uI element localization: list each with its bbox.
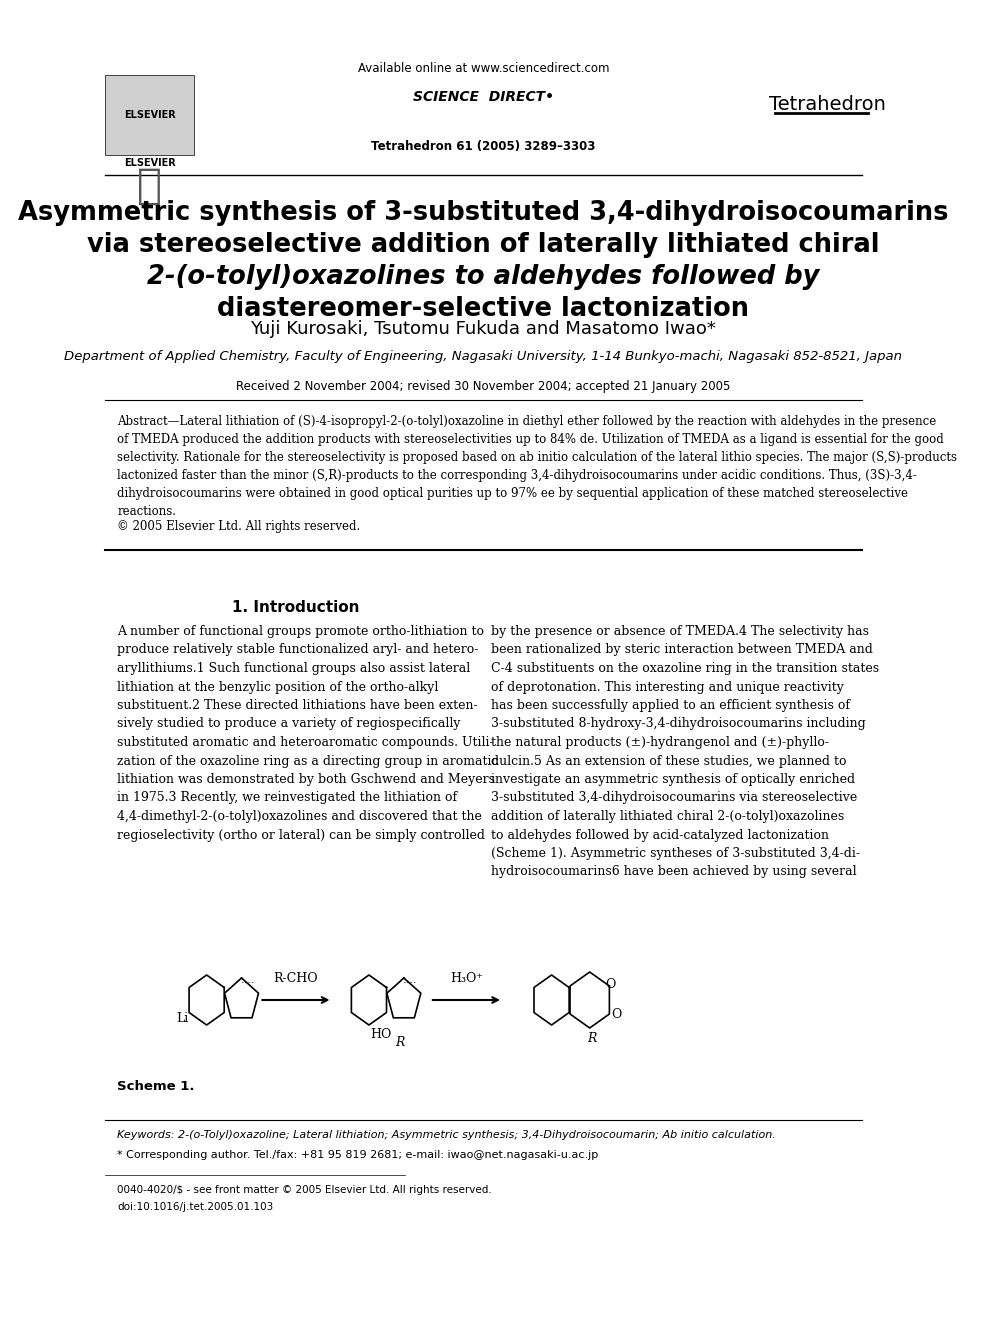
Text: O: O: [611, 1008, 622, 1021]
Text: 🌳: 🌳: [137, 165, 163, 206]
Text: R: R: [395, 1036, 405, 1049]
Text: doi:10.1016/j.tet.2005.01.103: doi:10.1016/j.tet.2005.01.103: [117, 1203, 274, 1212]
Text: Keywords: 2-(o-Tolyl)oxazoline; Lateral lithiation; Asymmetric synthesis; 3,4-Di: Keywords: 2-(o-Tolyl)oxazoline; Lateral …: [117, 1130, 776, 1140]
Text: Department of Applied Chemistry, Faculty of Engineering, Nagasaki University, 1-: Department of Applied Chemistry, Faculty…: [64, 351, 903, 363]
Text: HO: HO: [370, 1028, 392, 1041]
Text: Scheme 1.: Scheme 1.: [117, 1080, 194, 1093]
Text: Tetrahedron: Tetrahedron: [769, 95, 886, 114]
Text: R: R: [587, 1032, 597, 1044]
Text: Asymmetric synthesis of 3-substituted 3,4-dihydroisocoumarins: Asymmetric synthesis of 3-substituted 3,…: [18, 200, 948, 226]
Text: 0040-4020/$ - see front matter © 2005 Elsevier Ltd. All rights reserved.: 0040-4020/$ - see front matter © 2005 El…: [117, 1185, 492, 1195]
Bar: [105, 75, 194, 155]
Text: Yuji Kurosaki, Tsutomu Fukuda and Masatomo Iwao*: Yuji Kurosaki, Tsutomu Fukuda and Masato…: [250, 320, 716, 337]
Text: via stereoselective addition of laterally lithiated chiral: via stereoselective addition of laterall…: [87, 232, 880, 258]
Text: Abstract—Lateral lithiation of (S)-4-isopropyl-2-(o-tolyl)oxazoline in diethyl e: Abstract—Lateral lithiation of (S)-4-iso…: [117, 415, 957, 519]
Text: A number of functional groups promote ortho-lithiation to
produce relatively sta: A number of functional groups promote or…: [117, 624, 499, 841]
Text: Li: Li: [177, 1012, 188, 1024]
Text: diastereomer-selective lactonization: diastereomer-selective lactonization: [217, 296, 749, 321]
Text: 2-(ο-tolyl)oxazolines to aldehydes followed by: 2-(ο-tolyl)oxazolines to aldehydes follo…: [147, 265, 819, 290]
Text: ....: ....: [403, 975, 418, 986]
Text: R-CHO: R-CHO: [274, 972, 318, 986]
Text: Tetrahedron 61 (2005) 3289–3303: Tetrahedron 61 (2005) 3289–3303: [371, 140, 595, 153]
Text: ....: ....: [241, 975, 255, 986]
Text: ELSEVIER: ELSEVIER: [124, 157, 176, 168]
Text: ELSEVIER: ELSEVIER: [124, 110, 176, 120]
Text: SCIENCE  DIRECT•: SCIENCE DIRECT•: [413, 90, 554, 105]
Text: © 2005 Elsevier Ltd. All rights reserved.: © 2005 Elsevier Ltd. All rights reserved…: [117, 520, 361, 533]
Text: 1. Introduction: 1. Introduction: [232, 601, 360, 615]
Text: by the presence or absence of TMEDA.4 The selectivity has
been rationalized by s: by the presence or absence of TMEDA.4 Th…: [491, 624, 879, 878]
Text: Available online at www.sciencedirect.com: Available online at www.sciencedirect.co…: [358, 62, 609, 75]
Text: O: O: [605, 979, 615, 991]
Text: * Corresponding author. Tel./fax: +81 95 819 2681; e-mail: iwao@net.nagasaki-u.a: * Corresponding author. Tel./fax: +81 95…: [117, 1150, 598, 1160]
Text: Received 2 November 2004; revised 30 November 2004; accepted 21 January 2005: Received 2 November 2004; revised 30 Nov…: [236, 380, 730, 393]
Text: H₃O⁺: H₃O⁺: [449, 972, 483, 986]
